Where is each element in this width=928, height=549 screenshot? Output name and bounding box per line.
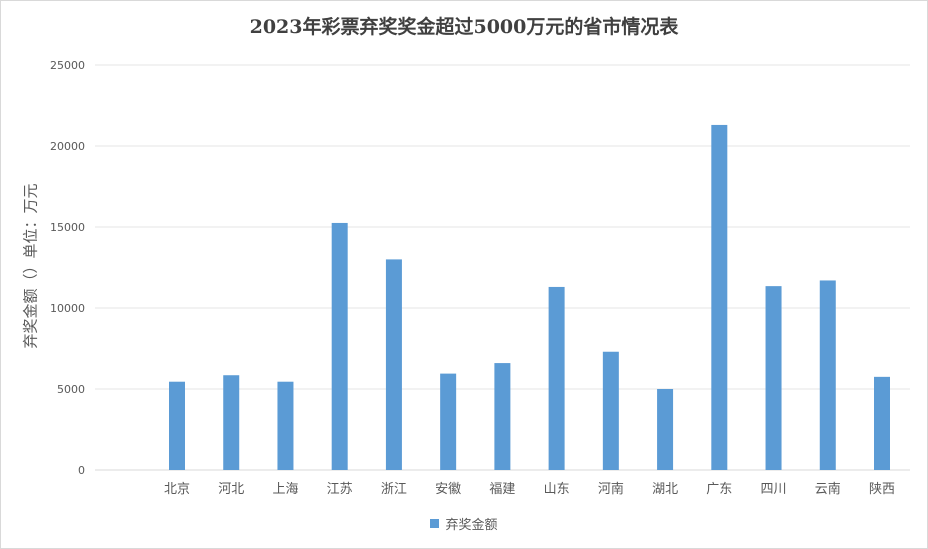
bar-13	[874, 376, 890, 470]
bar-1	[223, 375, 240, 470]
bar-4	[385, 259, 402, 470]
bar-5	[440, 373, 457, 470]
y-tick-label: 10000	[50, 302, 85, 315]
legend-label: 弃奖金额	[445, 518, 498, 533]
x-tick-label: 福建	[489, 482, 515, 497]
x-tick-label: 陕西	[869, 482, 895, 497]
chart-title: 2023年彩票弃奖奖金超过5000万元的省市情况表	[249, 16, 679, 38]
bar-12	[819, 280, 836, 470]
y-tick-label: 25000	[50, 59, 85, 72]
x-tick-label: 河北	[218, 482, 244, 497]
x-tick-label: 安徽	[435, 482, 461, 497]
bar-0	[169, 381, 185, 470]
x-tick-label: 江苏	[327, 481, 353, 497]
y-tick-label: 0	[78, 464, 85, 477]
x-tick-label: 广东	[706, 482, 732, 497]
bar-3	[331, 222, 348, 470]
bar-6	[494, 363, 511, 470]
bar-10	[711, 124, 728, 470]
bar-8	[602, 351, 619, 470]
y-tick-label: 20000	[50, 140, 85, 153]
legend: 弃奖金额	[0, 514, 928, 533]
bar-11	[765, 286, 782, 470]
x-tick-label: 北京	[164, 482, 190, 497]
y-tick-label: 5000	[57, 383, 85, 396]
y-tick-label: 15000	[50, 221, 85, 234]
x-tick-label: 四川	[761, 482, 787, 497]
bar-2	[277, 381, 294, 470]
legend-swatch	[430, 519, 440, 528]
bar-9	[657, 389, 674, 470]
x-tick-label: 上海	[272, 482, 298, 497]
x-tick-label: 河南	[598, 481, 624, 497]
bar-7	[548, 286, 565, 470]
x-tick-label: 湖北	[652, 482, 678, 497]
x-tick-label: 浙江	[381, 482, 407, 497]
x-tick-label: 山东	[544, 482, 570, 497]
x-tick-label: 云南	[815, 481, 841, 497]
